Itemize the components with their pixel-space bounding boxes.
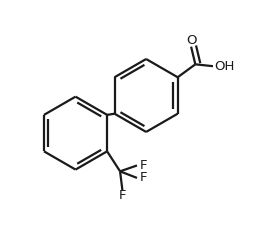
Text: O: O (186, 34, 196, 47)
Text: F: F (119, 189, 126, 202)
Text: F: F (139, 171, 147, 184)
Text: F: F (139, 159, 147, 172)
Text: OH: OH (214, 60, 235, 73)
